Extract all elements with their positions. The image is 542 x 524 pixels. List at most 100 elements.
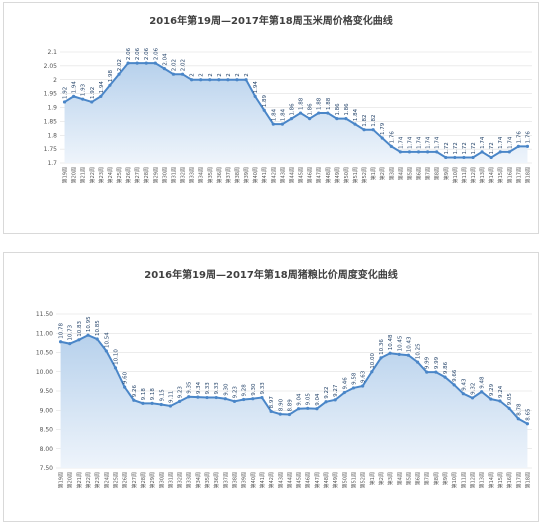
- x-tick-label: 第40周: [250, 472, 257, 488]
- x-tick-label: 第51周: [352, 167, 359, 183]
- data-label: 1.74: [480, 136, 486, 149]
- x-tick-label: 第48周: [323, 472, 330, 488]
- data-label: 1.98: [108, 70, 114, 83]
- data-label: 1.84: [353, 108, 359, 121]
- data-point: [470, 396, 475, 400]
- data-point: [278, 412, 282, 416]
- data-point: [180, 72, 185, 76]
- x-tick-label: 第1周: [370, 167, 377, 180]
- x-tick-label: 第15周: [497, 167, 504, 183]
- data-label: 1.74: [435, 136, 441, 149]
- data-label: 1.88: [317, 97, 323, 110]
- data-point: [361, 384, 365, 388]
- data-label: 1.88: [299, 97, 305, 110]
- data-label: 9.27: [333, 384, 339, 397]
- data-label: 2.02: [181, 59, 187, 71]
- data-point: [388, 351, 392, 355]
- data-point: [317, 111, 321, 115]
- data-point: [516, 417, 520, 421]
- chart-title: 2016年第19周—2017年第18周猪粮比价周度变化曲线: [144, 270, 398, 281]
- data-point: [117, 72, 121, 76]
- data-point: [271, 122, 275, 126]
- y-tick-label: 1.85: [44, 118, 58, 125]
- x-tick-label: 第21周: [76, 472, 83, 488]
- data-label: 9.23: [233, 386, 239, 399]
- y-tick-label: 1.9: [47, 105, 57, 112]
- data-point: [253, 94, 257, 98]
- data-point: [398, 150, 402, 154]
- y-tick-label: 1.95: [44, 91, 58, 98]
- y-tick-label: 2: [53, 77, 57, 84]
- data-point: [262, 108, 266, 112]
- y-tick-label: 7.50: [40, 465, 54, 472]
- data-point: [251, 397, 255, 401]
- x-tick-label: 第36周: [216, 167, 223, 183]
- x-tick-label: 第47周: [316, 167, 323, 183]
- data-point: [416, 150, 421, 154]
- x-tick-label: 第28周: [143, 167, 150, 183]
- x-tick-label: 第47周: [314, 472, 321, 488]
- data-point: [153, 61, 157, 65]
- x-tick-label: 第16周: [506, 472, 513, 488]
- data-point: [159, 402, 163, 407]
- x-tick-label: 第50周: [341, 472, 348, 488]
- data-point: [461, 392, 465, 396]
- data-point: [260, 395, 264, 400]
- x-tick-label: 第37周: [222, 472, 229, 488]
- x-tick-label: 第5周: [405, 472, 412, 485]
- data-point: [435, 150, 439, 154]
- data-label: 10.45: [397, 335, 403, 351]
- data-label: 1.74: [507, 136, 513, 149]
- data-point: [81, 97, 85, 101]
- data-point: [315, 407, 319, 411]
- data-label: 1.76: [389, 131, 395, 144]
- y-tick-label: 8.50: [40, 427, 54, 434]
- x-tick-label: 第33周: [186, 472, 193, 488]
- x-tick-label: 第2周: [378, 472, 385, 485]
- x-tick-label: 第30周: [161, 167, 168, 183]
- data-label: 2.02: [117, 59, 123, 71]
- x-tick-label: 第24周: [103, 472, 110, 488]
- data-point: [226, 78, 230, 82]
- x-tick-label: 第51周: [351, 472, 358, 488]
- data-label: 8.78: [516, 403, 522, 416]
- data-label: 10.10: [114, 349, 120, 365]
- x-tick-label: 第14周: [488, 472, 495, 488]
- data-label: 9.86: [443, 361, 449, 374]
- data-label: 9.24: [498, 385, 504, 398]
- x-tick-label: 第33周: [189, 167, 196, 183]
- data-point: [171, 72, 176, 76]
- data-label: 2: [190, 73, 196, 77]
- x-tick-label: 第34周: [198, 167, 205, 183]
- hog-grain-ratio-chart: 7.50 8.00 8.50 9.00 9.50 10.00 10.50 11.00 11.50…: [36, 311, 532, 488]
- data-label: 9.33: [205, 382, 211, 395]
- y-tick-label: 1.75: [44, 146, 58, 153]
- data-point: [208, 78, 212, 82]
- data-label: 10.48: [388, 334, 394, 350]
- data-label: 2.06: [153, 47, 159, 60]
- data-point: [444, 155, 448, 160]
- data-point: [280, 122, 284, 126]
- data-point: [480, 390, 484, 394]
- x-tick-label: 第18周: [524, 167, 531, 183]
- data-point: [95, 337, 99, 341]
- data-point: [214, 395, 218, 400]
- x-tick-label: 第52周: [360, 472, 367, 488]
- data-point: [190, 78, 194, 82]
- data-point: [289, 117, 294, 121]
- data-point: [99, 94, 103, 98]
- data-point: [406, 353, 411, 357]
- data-label: 2.06: [144, 47, 150, 60]
- data-label: 2: [235, 73, 241, 77]
- x-tick-label: 第12周: [470, 472, 477, 488]
- data-label: 9.99: [425, 356, 431, 369]
- x-tick-label: 第10周: [451, 472, 458, 488]
- x-tick-label: 第52周: [361, 167, 368, 183]
- data-label: 9.66: [452, 369, 458, 382]
- data-point: [525, 144, 530, 148]
- x-tick-label: 第16周: [506, 167, 513, 183]
- data-label: 9.34: [196, 381, 202, 394]
- data-point: [498, 150, 502, 154]
- data-label: 2: [244, 73, 250, 77]
- x-tick-label: 第25周: [113, 472, 120, 488]
